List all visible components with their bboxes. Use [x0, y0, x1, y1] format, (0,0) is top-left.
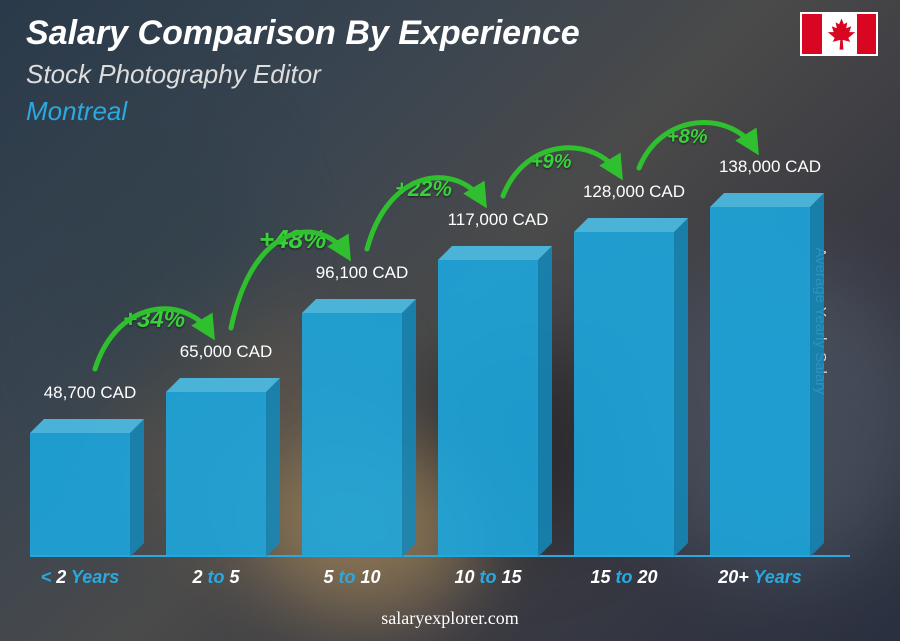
- chart-stage: Salary Comparison By Experience Stock Ph…: [0, 0, 900, 641]
- bar-chart-area: 48,700 CAD< 2 Years65,000 CAD2 to 596,10…: [30, 140, 850, 591]
- chart-title: Salary Comparison By Experience: [26, 14, 580, 53]
- bar-x-label: 10 to 15: [418, 567, 558, 588]
- footer-attribution: salaryexplorer.com: [0, 608, 900, 629]
- bar-x-label: 2 to 5: [146, 567, 286, 588]
- chart-subtitle: Stock Photography Editor: [26, 59, 580, 90]
- canada-flag-icon: [800, 12, 878, 56]
- bar-x-label: < 2 Years: [10, 567, 150, 588]
- growth-arrows: [30, 87, 846, 557]
- bar-x-label: 15 to 20: [554, 567, 694, 588]
- bar-x-label: 5 to 10: [282, 567, 422, 588]
- bar-x-label: 20+ Years: [690, 567, 830, 588]
